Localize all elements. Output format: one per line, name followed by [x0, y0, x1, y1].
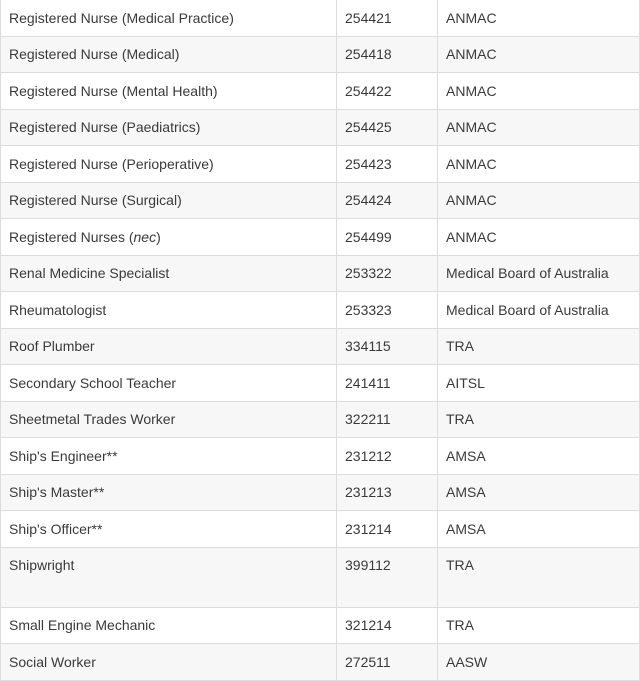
assessing-authority-cell: ANMAC	[437, 35, 640, 73]
assessing-authority-cell: AASW	[437, 643, 640, 681]
table-row: Small Engine Mechanic 321214 TRA	[0, 606, 640, 644]
occupation-cell: Renal Medicine Specialist	[0, 254, 337, 292]
assessing-authority-cell: TRA	[437, 606, 640, 644]
occupation-cell: Registered Nurse (Medical)	[0, 35, 337, 73]
assessing-authority-cell: Medical Board of Australia	[437, 254, 640, 292]
anzsco-code-cell: 231212	[336, 437, 438, 475]
assessing-authority-cell: AMSA	[437, 437, 640, 475]
anzsco-code-cell: 254425	[336, 108, 438, 146]
anzsco-code-cell: 254422	[336, 72, 438, 110]
assessing-authority-cell: ANMAC	[437, 181, 640, 219]
table-row: Registered Nurse (Surgical) 254424 ANMAC	[0, 181, 640, 219]
anzsco-code-cell: 399112	[336, 546, 438, 608]
assessing-authority-cell: ANMAC	[437, 108, 640, 146]
anzsco-code-cell: 231213	[336, 473, 438, 511]
assessing-authority-cell: ANMAC	[437, 145, 640, 183]
anzsco-code-cell: 253323	[336, 291, 438, 329]
occupation-cell: Rheumatologist	[0, 291, 337, 329]
assessing-authority-cell: Medical Board of Australia	[437, 291, 640, 329]
anzsco-code-cell: 254421	[336, 0, 438, 37]
assessing-authority-cell: ANMAC	[437, 72, 640, 110]
table-row: Ship's Engineer** 231212 AMSA	[0, 437, 640, 475]
assessing-authority-cell: AMSA	[437, 510, 640, 548]
occupation-cell: Registered Nurse (Perioperative)	[0, 145, 337, 183]
table-row: Renal Medicine Specialist 253322 Medical B…	[0, 254, 640, 292]
table-row: Ship's Master** 231213 AMSA	[0, 473, 640, 511]
occupation-italic-text: nec	[133, 228, 157, 245]
anzsco-code-cell: 253322	[336, 254, 438, 292]
occupation-cell: Registered Nurse (Surgical)	[0, 181, 337, 219]
occupation-cell: Registered Nurse (Mental Health)	[0, 72, 337, 110]
assessing-authority-cell: ANMAC	[437, 0, 640, 37]
table-row: Registered Nurse (Mental Health) 254422 AN…	[0, 72, 640, 110]
table-row: Rheumatologist 253323 Medical Board of Aus…	[0, 291, 640, 329]
anzsco-code-cell: 272511	[336, 643, 438, 681]
table-row: Sheetmetal Trades Worker 322211 TRA	[0, 400, 640, 438]
assessing-authority-cell: AMSA	[437, 473, 640, 511]
table-row: Roof Plumber 334115 TRA	[0, 327, 640, 365]
anzsco-code-cell: 241411	[336, 364, 438, 402]
assessing-authority-cell: AITSL	[437, 364, 640, 402]
occupation-cell: Small Engine Mechanic	[0, 606, 337, 644]
table-row: Shipwright 399112 TRA	[0, 546, 640, 608]
table-row: Social Worker 272511 AASW	[0, 643, 640, 681]
occupation-cell: Registered Nurses (nec)	[0, 218, 337, 256]
occupation-suffix-text: )	[156, 228, 161, 245]
occupation-cell: Ship's Master**	[0, 473, 337, 511]
anzsco-code-cell: 334115	[336, 327, 438, 365]
occupation-cell: Registered Nurse (Medical Practice)	[0, 0, 337, 37]
occupation-cell: Shipwright	[0, 546, 337, 608]
table-row: Registered Nurse (Medical Practice) 25442…	[0, 0, 640, 37]
occupation-cell: Registered Nurse (Paediatrics)	[0, 108, 337, 146]
table-row: Ship's Officer** 231214 AMSA	[0, 510, 640, 548]
assessing-authority-cell: ANMAC	[437, 218, 640, 256]
occupation-text: Registered Nurses (	[9, 228, 134, 245]
anzsco-code-cell: 254423	[336, 145, 438, 183]
table-row: Registered Nurse (Perioperative) 254423 AN…	[0, 145, 640, 183]
table-row: Secondary School Teacher 241411 AITSL	[0, 364, 640, 402]
anzsco-code-cell: 321214	[336, 606, 438, 644]
occupation-cell: Sheetmetal Trades Worker	[0, 400, 337, 438]
occupation-cell: Ship's Officer**	[0, 510, 337, 548]
anzsco-code-cell: 254418	[336, 35, 438, 73]
assessing-authority-cell: TRA	[437, 400, 640, 438]
table-row: Registered Nurse (Paediatrics) 254425 ANMA…	[0, 108, 640, 146]
anzsco-code-cell: 231214	[336, 510, 438, 548]
assessing-authority-cell: TRA	[437, 546, 640, 608]
table-row: Registered Nurse (Medical) 254418 ANMAC	[0, 35, 640, 73]
occupation-cell: Secondary School Teacher	[0, 364, 337, 402]
occupation-cell: Social Worker	[0, 643, 337, 681]
occupation-cell: Ship's Engineer**	[0, 437, 337, 475]
anzsco-code-cell: 254424	[336, 181, 438, 219]
table-row: Registered Nurses (nec) 254499 ANMAC	[0, 218, 640, 256]
assessing-authority-cell: TRA	[437, 327, 640, 365]
occupation-cell: Roof Plumber	[0, 327, 337, 365]
anzsco-code-cell: 254499	[336, 218, 438, 256]
anzsco-code-cell: 322211	[336, 400, 438, 438]
